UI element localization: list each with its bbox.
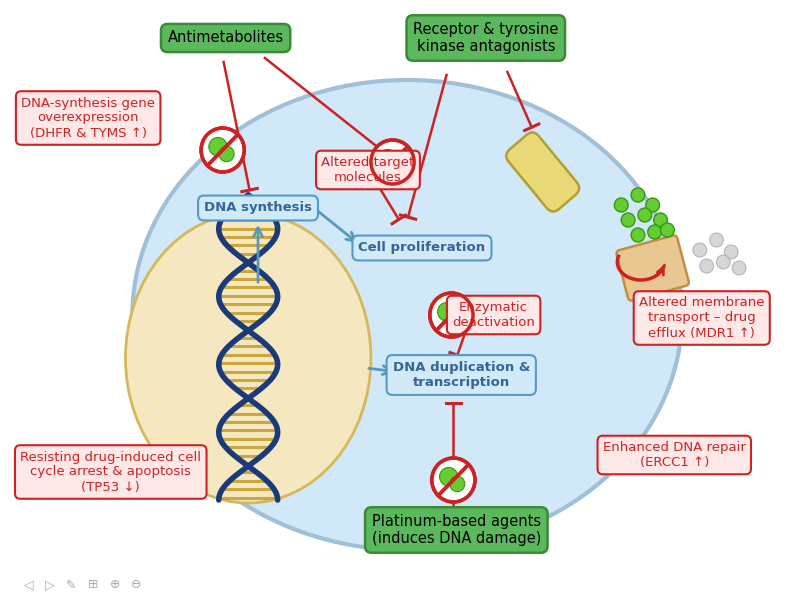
Circle shape [439,467,458,486]
Circle shape [219,146,234,162]
FancyBboxPatch shape [506,132,579,211]
Circle shape [431,458,475,502]
Circle shape [209,137,227,156]
Circle shape [438,302,456,321]
Text: Resisting drug-induced cell
cycle arrest & apoptosis
(TP53 ↓): Resisting drug-induced cell cycle arrest… [20,450,201,494]
Circle shape [201,128,244,172]
Circle shape [654,213,667,227]
Circle shape [732,261,746,275]
Text: Platinum-based agents
(induces DNA damage): Platinum-based agents (induces DNA damag… [372,514,541,546]
Circle shape [724,245,738,259]
Circle shape [693,243,707,257]
Text: Receptor & tyrosine
kinase antagonists: Receptor & tyrosine kinase antagonists [413,22,559,54]
Text: Cell proliferation: Cell proliferation [358,241,486,255]
Circle shape [709,233,724,247]
Circle shape [450,476,465,492]
Circle shape [388,158,404,174]
Circle shape [646,198,660,212]
Circle shape [700,259,713,273]
Text: ✎: ✎ [66,579,76,591]
Circle shape [661,223,674,237]
Text: DNA duplication &
transcription: DNA duplication & transcription [392,361,530,389]
Circle shape [379,150,397,168]
Text: DNA-synthesis gene
overexpression
(DHFR & TYMS ↑): DNA-synthesis gene overexpression (DHFR … [21,96,155,140]
FancyBboxPatch shape [617,235,689,301]
Circle shape [716,255,730,269]
Text: ⊖: ⊖ [131,579,142,591]
Circle shape [447,311,462,326]
Circle shape [371,140,414,184]
Circle shape [615,198,628,212]
Text: Enhanced DNA repair
(ERCC1 ↑): Enhanced DNA repair (ERCC1 ↑) [603,441,746,469]
Text: ⊞: ⊞ [88,579,99,591]
Circle shape [638,208,652,222]
Circle shape [430,293,473,337]
Circle shape [621,213,635,227]
Text: Enzymatic
deactivation: Enzymatic deactivation [452,301,535,329]
Circle shape [631,188,645,202]
Circle shape [648,225,661,239]
Text: Altered membrane
transport – drug
efflux (MDR1 ↑): Altered membrane transport – drug efflux… [639,297,764,340]
Circle shape [631,228,645,242]
Text: ⊕: ⊕ [109,579,120,591]
Ellipse shape [126,213,371,503]
Text: ◁: ◁ [23,579,33,591]
Ellipse shape [132,80,682,550]
Text: DNA synthesis: DNA synthesis [204,201,312,214]
Text: Antimetabolites: Antimetabolites [167,31,283,46]
Text: Altered target
molecules: Altered target molecules [322,156,415,184]
Text: ▷: ▷ [45,579,55,591]
